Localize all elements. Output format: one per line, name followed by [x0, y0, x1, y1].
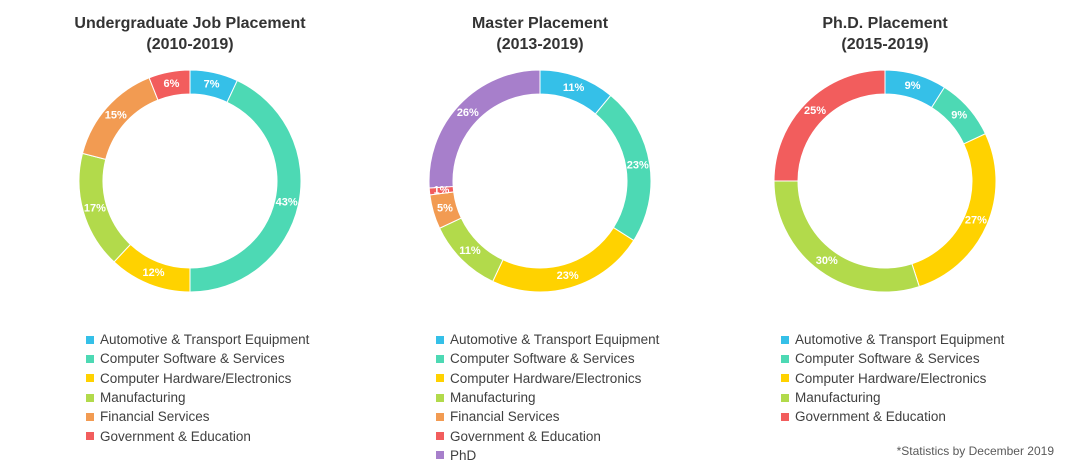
donut-chart: 7% 43% 12% 17% 15% 6% [78, 69, 302, 293]
legend-swatch [781, 393, 789, 402]
slice-label-automotive-transport-equipment: 11% [563, 82, 585, 94]
slice-label-financial-services: 15% [105, 110, 127, 122]
legend-item-government-education: Government & Education [781, 407, 1004, 426]
legend-label: Computer Hardware/Electronics [795, 370, 987, 386]
slice-computer-hardware-electronics [492, 226, 635, 293]
slice-label-manufacturing: 11% [459, 245, 481, 257]
slice-label-automotive-transport-equipment: 7% [204, 78, 220, 90]
legend-label: PhD [450, 447, 477, 463]
chart-title: Ph.D. Placement (2015-2019) [705, 13, 1065, 55]
donut-chart: 9% 9% 27% 30% 25% [773, 69, 997, 293]
legend-item-computer-software-services: Computer Software & Services [781, 349, 1004, 368]
slice-government-education [148, 69, 191, 101]
legend-swatch [86, 412, 94, 421]
chart-title: Undergraduate Job Placement (2010-2019) [10, 13, 370, 55]
legend-swatch [86, 432, 94, 441]
legend-swatch [781, 354, 789, 363]
legend: Automotive & Transport Equipment Computer… [86, 330, 309, 446]
legend-item-computer-hardware-electronics: Computer Hardware/Electronics [781, 369, 1004, 388]
chart-title: Master Placement (2013-2019) [360, 13, 720, 55]
slice-manufacturing [773, 180, 920, 293]
donut-chart: 11% 23% 23% 11% 5% 1% 26% [428, 69, 652, 293]
legend-label: Computer Software & Services [100, 351, 285, 367]
legend-item-manufacturing: Manufacturing [436, 388, 659, 407]
slice-government-education [773, 69, 886, 182]
slice-label-government-education: 1% [433, 184, 449, 196]
chart-title-main: Ph.D. Placement [822, 15, 948, 32]
chart-phd: Ph.D. Placement (2015-2019) 9% 9% 27% 30% 25… [705, 0, 1065, 470]
legend-label: Manufacturing [100, 390, 186, 406]
legend: Automotive & Transport Equipment Computer… [781, 330, 1004, 426]
legend-swatch [436, 393, 444, 402]
legend-label: Computer Software & Services [795, 351, 980, 367]
slice-label-manufacturing: 30% [816, 255, 838, 267]
legend-swatch [86, 354, 94, 363]
legend-label: Automotive & Transport Equipment [100, 332, 310, 348]
legend-item-phd: PhD [436, 446, 659, 465]
slice-label-computer-software-services: 43% [276, 197, 298, 209]
slice-computer-hardware-electronics [911, 133, 997, 288]
slice-label-government-education: 25% [804, 105, 826, 117]
legend-item-automotive-transport-equipment: Automotive & Transport Equipment [436, 330, 659, 349]
legend-swatch [436, 335, 444, 344]
legend-item-government-education: Government & Education [86, 426, 309, 445]
legend-swatch [86, 374, 94, 383]
legend-label: Automotive & Transport Equipment [795, 332, 1005, 348]
legend-swatch [781, 412, 789, 421]
legend-label: Government & Education [100, 428, 251, 444]
legend-item-financial-services: Financial Services [436, 407, 659, 426]
legend-item-manufacturing: Manufacturing [781, 388, 1004, 407]
legend-label: Manufacturing [795, 390, 881, 406]
legend-item-automotive-transport-equipment: Automotive & Transport Equipment [781, 330, 1004, 349]
legend-label: Computer Software & Services [450, 351, 635, 367]
legend-item-automotive-transport-equipment: Automotive & Transport Equipment [86, 330, 309, 349]
slice-label-computer-hardware-electronics: 27% [965, 214, 987, 226]
legend-label: Automotive & Transport Equipment [450, 332, 660, 348]
legend-swatch [436, 354, 444, 363]
legend-item-manufacturing: Manufacturing [86, 388, 309, 407]
slice-label-computer-software-services: 23% [627, 160, 649, 172]
legend-swatch [436, 374, 444, 383]
legend-swatch [436, 451, 444, 460]
chart-title-years: (2015-2019) [841, 36, 929, 53]
legend-swatch [436, 432, 444, 441]
legend-item-computer-hardware-electronics: Computer Hardware/Electronics [86, 369, 309, 388]
legend-swatch [781, 335, 789, 344]
chart-title-years: (2010-2019) [146, 36, 234, 53]
legend-label: Manufacturing [450, 390, 536, 406]
chart-master: Master Placement (2013-2019) 11% 23% 23% 11… [360, 0, 720, 470]
legend-item-computer-software-services: Computer Software & Services [86, 349, 309, 368]
legend-item-computer-software-services: Computer Software & Services [436, 349, 659, 368]
chart-title-main: Master Placement [471, 15, 609, 32]
slice-label-manufacturing: 17% [84, 203, 106, 215]
legend-label: Computer Hardware/Electronics [100, 370, 292, 386]
legend-label: Financial Services [450, 409, 560, 425]
legend-label: Financial Services [100, 409, 210, 425]
slice-label-computer-software-services: 9% [951, 110, 967, 122]
legend-item-government-education: Government & Education [436, 426, 659, 445]
slice-label-phd: 26% [457, 107, 479, 119]
slice-label-government-education: 6% [163, 78, 179, 90]
legend-label: Government & Education [795, 409, 946, 425]
footnote: *Statistics by December 2019 [896, 444, 1054, 458]
legend-item-computer-hardware-electronics: Computer Hardware/Electronics [436, 369, 659, 388]
chart-title-main: Undergraduate Job Placement [74, 15, 306, 32]
slice-phd [428, 69, 541, 189]
legend-label: Computer Hardware/Electronics [450, 370, 642, 386]
slice-label-automotive-transport-equipment: 9% [905, 80, 921, 92]
legend-swatch [436, 412, 444, 421]
legend-item-financial-services: Financial Services [86, 407, 309, 426]
legend-swatch [781, 374, 789, 383]
slice-computer-software-services [189, 79, 302, 293]
legend: Automotive & Transport Equipment Computer… [436, 330, 659, 465]
chart-title-years: (2013-2019) [496, 36, 584, 53]
legend-swatch [86, 335, 94, 344]
legend-swatch [86, 393, 94, 402]
slice-label-financial-services: 5% [437, 203, 453, 215]
slice-label-computer-hardware-electronics: 12% [143, 267, 165, 279]
legend-label: Government & Education [450, 428, 601, 444]
slice-label-computer-hardware-electronics: 23% [557, 270, 579, 282]
chart-undergraduate: Undergraduate Job Placement (2010-2019) … [10, 0, 370, 470]
